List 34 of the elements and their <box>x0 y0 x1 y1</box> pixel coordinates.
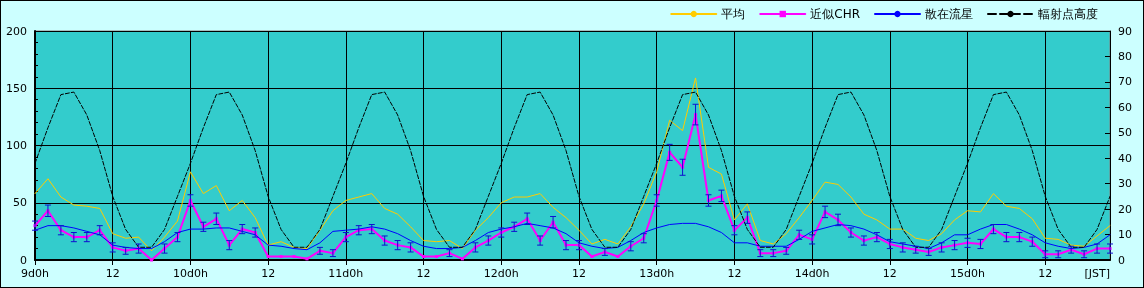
x-tick-label: 15d0h <box>950 267 986 280</box>
legend-label: 近似CHR <box>810 7 861 21</box>
x-tick-label: 12 <box>727 267 742 280</box>
x-tick-label: 12 <box>105 267 120 280</box>
y2-tick-label: 20 <box>1118 202 1132 216</box>
x-axis-title: [JST] <box>1084 267 1110 280</box>
x-tick-label: 10d0h <box>172 267 208 280</box>
y-tick-label: 50 <box>13 196 27 210</box>
y2-tick-label: 0 <box>1118 253 1125 267</box>
x-tick-label: 9d0h <box>21 267 49 280</box>
y2-tick-label: 90 <box>1118 24 1132 38</box>
x-tick-label: 14d0h <box>794 267 830 280</box>
y2-tick-label: 10 <box>1118 228 1132 242</box>
legend-label: 輻射点高度 <box>1038 7 1098 21</box>
y2-tick-label: 60 <box>1118 100 1132 114</box>
legend-label: 散在流星 <box>925 7 973 21</box>
x-tick-label: 12 <box>882 267 897 280</box>
x-tick-label: 13d0h <box>639 267 675 280</box>
y2-tick-label: 30 <box>1118 177 1132 191</box>
x-tick-label: 12 <box>1038 267 1053 280</box>
legend-label: 平均 <box>721 7 746 21</box>
y2-tick-label: 40 <box>1118 151 1132 165</box>
y-tick-label: 200 <box>6 24 27 38</box>
y-tick-label: 150 <box>6 81 27 95</box>
x-tick-label: 12 <box>416 267 431 280</box>
x-tick-label: 11d0h <box>328 267 364 280</box>
y2-tick-label: 50 <box>1118 126 1132 140</box>
y2-tick-label: 70 <box>1118 75 1132 89</box>
x-tick-label: 12 <box>571 267 586 280</box>
y2-tick-label: 80 <box>1118 49 1132 63</box>
y-tick-label: 100 <box>6 139 27 152</box>
x-tick-label: 12 <box>261 267 276 280</box>
x-tick-label: 12d0h <box>483 267 519 280</box>
y-tick-label: 0 <box>20 253 27 267</box>
